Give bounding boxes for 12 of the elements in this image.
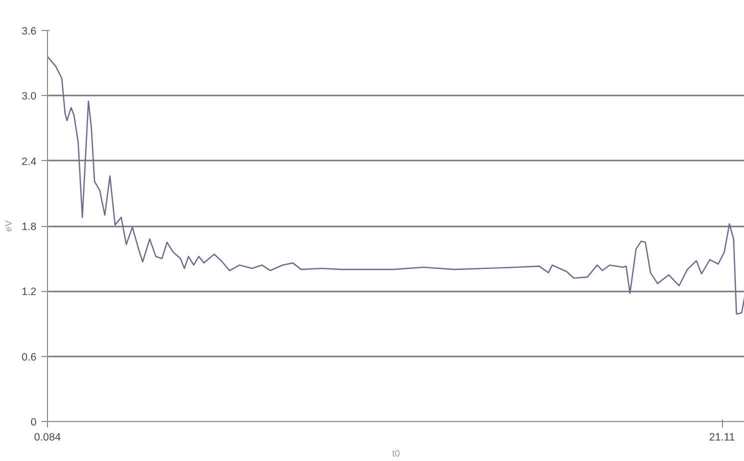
x-axis-title: t0 [392, 448, 400, 458]
y-tick-label: 3.6 [22, 26, 37, 38]
y-tick-label: 0 [30, 416, 37, 428]
y-tick-label: 1.2 [22, 286, 37, 298]
line-series [48, 56, 744, 315]
y-axis-title: eV [4, 220, 14, 232]
y-tick-label: 3.0 [22, 90, 37, 103]
y-tick-label: 2.4 [22, 156, 37, 168]
y-tick-label: 0.6 [22, 351, 37, 364]
y-tick-label: 1.8 [22, 221, 37, 233]
x-tick-label: 21.11 [709, 432, 736, 444]
x-tick-label: 0.084 [34, 432, 61, 444]
